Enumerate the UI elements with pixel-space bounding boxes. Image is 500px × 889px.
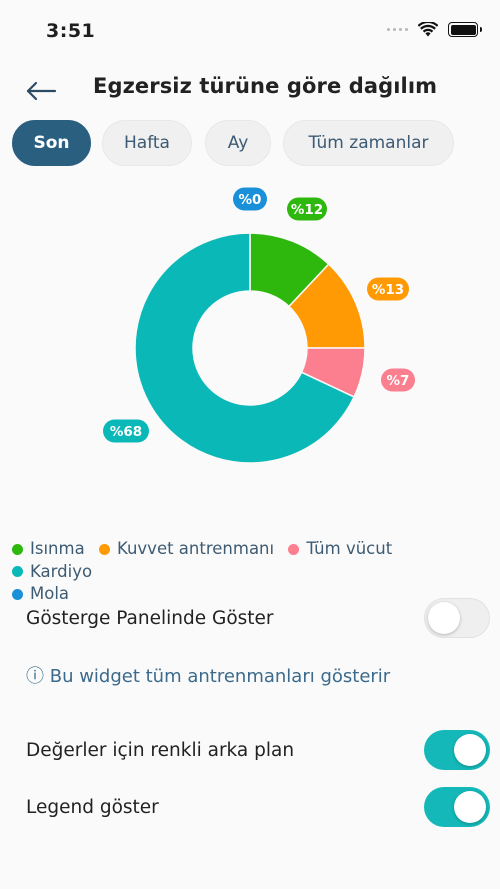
slice-value-label: %13 (367, 277, 409, 301)
legend-label: Kardiyo (30, 561, 93, 581)
tab-week[interactable]: Hafta (102, 120, 192, 166)
legend-label: Mola (30, 584, 70, 603)
donut-chart-svg: %12 %13 %7 %68 %0 (103, 187, 415, 464)
chart-legend: Isınma Kuvvet antrenmanı Tüm vücut Kardi… (12, 538, 482, 606)
legend-dot (12, 566, 23, 577)
tab-month[interactable]: Ay (205, 120, 271, 166)
dashboard-toggle[interactable] (424, 598, 490, 638)
legend-item-rest: Mola (12, 583, 69, 605)
cellular-signal-icon (387, 28, 408, 31)
legend-label: Tüm vücut (306, 539, 393, 558)
slice-value-label: %12 (287, 197, 327, 221)
setting-label: Değerler için renkli arka plan (26, 739, 295, 761)
setting-show-on-dashboard: Gösterge Panelinde Göster (26, 596, 490, 640)
arrow-left-icon (26, 81, 57, 101)
status-bar: 3:51 (0, 0, 500, 60)
wifi-icon (418, 22, 438, 37)
legend-label: Isınma (30, 539, 85, 558)
slice-value-text: %12 (291, 202, 323, 218)
slice-value-pill (381, 368, 415, 392)
legend-item-full-body: Tüm vücut (288, 538, 392, 560)
donut-chart: %12 %13 %7 %68 %0 (0, 175, 500, 495)
slice-value-pill (287, 197, 327, 221)
slice-value-text: %68 (110, 424, 142, 440)
slice-value-pill (367, 277, 409, 301)
setting-label: Gösterge Panelinde Göster (26, 607, 274, 629)
header: Egzersiz türüne göre dağılım (0, 68, 500, 108)
slice-value-label: %0 (233, 187, 267, 211)
page-title: Egzersiz türüne göre dağılım (93, 74, 438, 98)
setting-colored-background: Değerler için renkli arka plan (26, 728, 490, 772)
setting-label: Legend göster (26, 796, 159, 818)
legend-dot (98, 543, 110, 555)
legend-item-cardio: Kardiyo (12, 561, 92, 583)
tab-all-time[interactable]: Tüm zamanlar (283, 120, 454, 166)
setting-show-legend: Legend göster (26, 785, 490, 829)
back-button[interactable] (24, 72, 58, 106)
legend-dot (288, 543, 300, 555)
legend-dot (12, 543, 23, 555)
slice-value-pill (233, 187, 267, 211)
status-icons (387, 22, 482, 37)
info-text: ⓘ Bu widget tüm antrenmanları gösterir (26, 666, 391, 687)
status-time: 3:51 (46, 20, 96, 42)
slice-value-text: %13 (372, 282, 404, 298)
slice-value-text: %0 (239, 192, 262, 208)
legend-dot (12, 588, 23, 600)
colored-background-toggle[interactable] (424, 730, 490, 770)
slice-value-text: %7 (387, 373, 410, 389)
slice-value-label: %7 (381, 368, 415, 392)
battery-icon (448, 22, 482, 37)
slice-value-pill (103, 419, 149, 443)
slice-value-label: %68 (103, 419, 149, 443)
tab-recent[interactable]: Son (12, 120, 91, 166)
donut-slice-3 (134, 232, 356, 464)
legend-item-warmup: Isınma (12, 538, 85, 560)
legend-label: Kuvvet antrenmanı (116, 539, 275, 558)
show-legend-toggle[interactable] (424, 787, 490, 827)
legend-item-strength: Kuvvet antrenmanı (98, 538, 275, 560)
